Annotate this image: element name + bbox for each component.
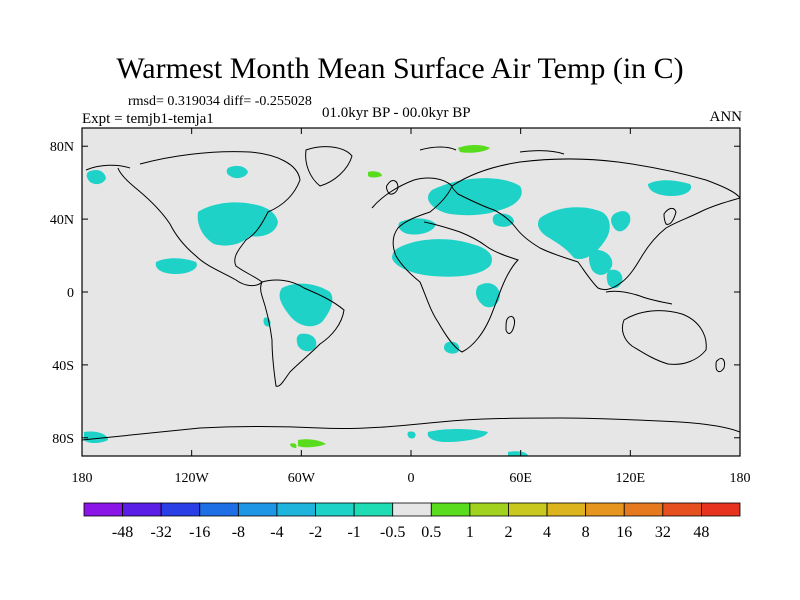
region-india — [589, 249, 613, 275]
colorbar-swatch — [353, 502, 394, 517]
y-tick-label: 80N — [50, 140, 74, 155]
colorbar-label: 16 — [616, 524, 632, 541]
colorbar-swatch — [623, 502, 664, 517]
colorbar-swatch — [392, 502, 432, 517]
colorbar-label: 2 — [504, 524, 512, 541]
y-tick-label: 0 — [67, 286, 74, 301]
x-tick-label: 0 — [408, 471, 415, 486]
region-antarctic-warm — [298, 439, 326, 448]
coast-indonesia — [605, 290, 673, 305]
region-south-america-south — [296, 333, 317, 352]
colorbar-swatch — [276, 502, 316, 517]
colorbar-swatch — [585, 502, 625, 517]
region-antarctic-small — [407, 431, 416, 439]
coast-south-america — [260, 279, 345, 387]
colorbar-label: -32 — [151, 524, 172, 541]
region-antarctic-warm-2 — [290, 443, 297, 448]
colorbar-label: 4 — [543, 524, 551, 541]
region-antarctic-east — [427, 429, 488, 442]
coast-antarctica — [82, 417, 740, 441]
colorbar-label: 48 — [693, 524, 709, 541]
region-north-america — [197, 202, 278, 246]
stats-text: rmsd= 0.319034 diff= -0.255028 — [128, 94, 312, 109]
region-arctic-warm — [458, 145, 490, 153]
colorbar-label: -4 — [270, 524, 283, 541]
x-axis: 180 120W 60W 0 60E 120E 180 — [72, 128, 751, 486]
map-title: Warmest Month Mean Surface Air Temp (in … — [116, 52, 684, 85]
y-tick-label: 40S — [52, 359, 74, 374]
region-southeast-asia — [606, 269, 623, 289]
coast-asia — [451, 158, 740, 291]
region-east-africa — [476, 283, 500, 308]
y-tick-label: 80S — [52, 432, 74, 447]
colorbar-swatch — [160, 502, 201, 517]
colorbar-label: 32 — [655, 524, 671, 541]
coast-australia — [621, 310, 707, 365]
colorbar-label: -1 — [347, 524, 360, 541]
region-scandinavia-warm — [368, 171, 382, 178]
colorbar-label: -48 — [112, 524, 133, 541]
region-arabia — [492, 213, 514, 227]
x-tick-label: 60E — [509, 471, 532, 486]
colorbar-label: -8 — [232, 524, 245, 541]
colorbar-swatch — [546, 502, 587, 517]
region-central-asia — [538, 207, 610, 260]
period-label: 01.0kyr BP - 00.0kyr BP — [322, 105, 471, 121]
colorbar-label: -0.5 — [380, 524, 405, 541]
coast-arctic-islands — [419, 146, 565, 155]
coast-japan — [663, 207, 677, 225]
coast-madagascar — [505, 315, 515, 334]
colorbar-label: 1 — [466, 524, 474, 541]
region-canada — [226, 165, 248, 179]
x-tick-label: 60W — [288, 471, 316, 486]
colorbar-label: 8 — [582, 524, 590, 541]
colorbar-swatch — [469, 502, 509, 517]
season-label: ANN — [709, 109, 743, 125]
warm-anomaly-regions — [290, 145, 490, 448]
map-background — [82, 128, 740, 456]
x-tick-label: 120E — [616, 471, 646, 486]
coast-greenland — [305, 146, 353, 187]
coast-north-america — [117, 151, 301, 287]
colorbar-label: -2 — [309, 524, 322, 541]
y-tick-label: 40N — [50, 213, 74, 228]
region-siberia — [648, 180, 692, 196]
colorbar-swatch — [237, 502, 278, 517]
colorbar — [83, 502, 741, 517]
colorbar-swatch — [83, 502, 123, 517]
colorbar-swatch — [430, 502, 471, 517]
y-axis: 80N 40N 0 40S 80S — [50, 140, 740, 447]
x-tick-label: 180 — [72, 471, 93, 486]
region-mexico — [155, 258, 197, 274]
colorbar-label: 0.5 — [421, 524, 441, 541]
colorbar-swatch — [701, 502, 741, 517]
colorbar-swatch — [662, 502, 702, 517]
coast-europe-africa — [371, 177, 519, 353]
colorbar-swatch — [508, 502, 548, 517]
region-north-atlantic — [86, 170, 106, 185]
region-antarctic-far — [508, 451, 528, 456]
coast-alaska — [85, 164, 131, 171]
x-tick-label: 180 — [730, 471, 751, 486]
region-east-asia — [611, 211, 631, 232]
colorbar-swatch — [122, 502, 162, 517]
region-antarctic-peninsula — [84, 431, 108, 443]
colorbar-labels: -48 -32 -16 -8 -4 -2 -1 -0.5 0.5 1 2 4 8 16 32 48 — [112, 524, 709, 541]
region-southern-africa — [444, 341, 460, 354]
colorbar-swatch — [315, 502, 355, 517]
x-tick-label: 120W — [175, 471, 210, 486]
coastlines — [82, 146, 740, 441]
region-sahara — [392, 239, 492, 277]
coast-new-zealand — [715, 357, 725, 373]
colorbar-swatch — [199, 502, 239, 517]
experiment-label: Expt = temjb1-temja1 — [82, 111, 214, 127]
colorbar-label: -16 — [189, 524, 210, 541]
coast-uk — [386, 180, 399, 195]
